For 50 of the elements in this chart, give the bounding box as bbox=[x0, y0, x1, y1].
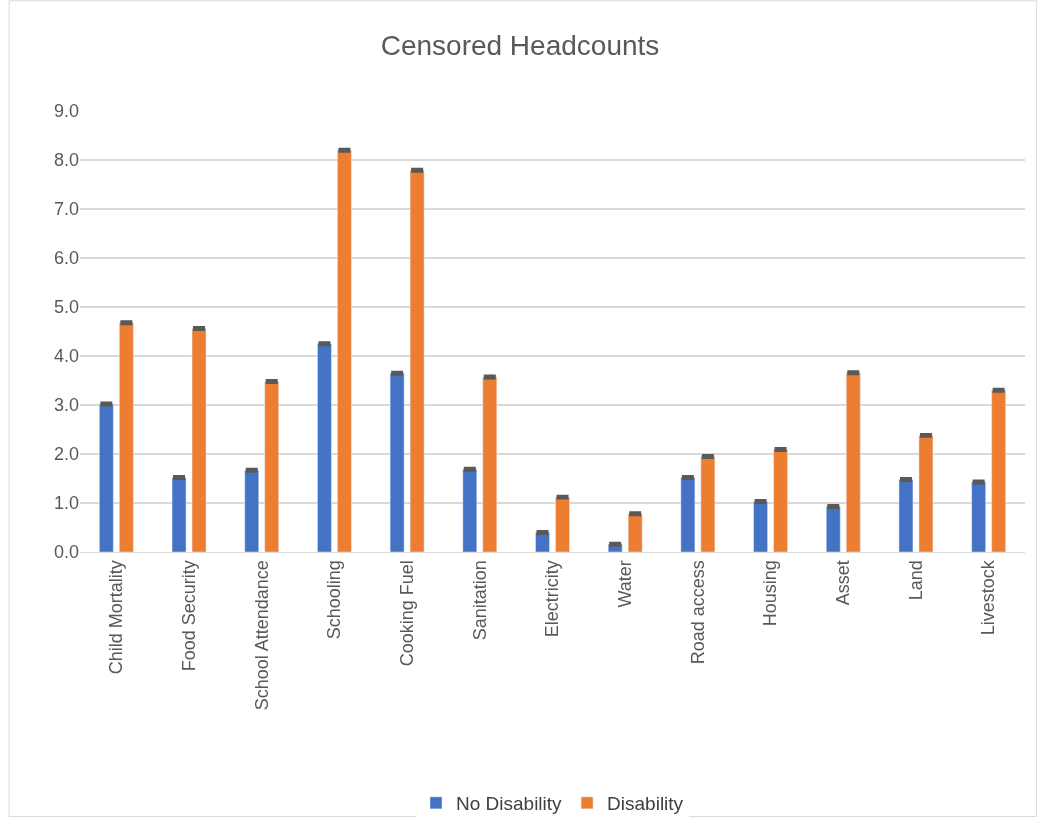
y-tick-label: 5.0 bbox=[53, 297, 79, 318]
x-tick-label: Food Security bbox=[178, 560, 199, 672]
bar bbox=[753, 501, 768, 552]
y-tick-label: 9.0 bbox=[53, 101, 79, 122]
bar bbox=[680, 477, 696, 552]
bar bbox=[99, 403, 114, 552]
y-tick-label: 0.0 bbox=[53, 542, 79, 563]
bar bbox=[846, 372, 861, 552]
bar bbox=[244, 469, 259, 552]
x-tick-label: Land bbox=[905, 560, 926, 601]
x-tick-label: Electricity bbox=[542, 560, 563, 638]
y-tick-label: 2.0 bbox=[53, 444, 79, 465]
x-tick-label: Asset bbox=[833, 560, 854, 606]
x-tick-label: Livestock bbox=[978, 559, 999, 636]
x-tick-label: Housing bbox=[760, 560, 781, 627]
bar bbox=[918, 435, 934, 552]
x-tick-label: School Attendance bbox=[251, 560, 272, 711]
bar bbox=[317, 343, 332, 552]
x-tick-label: Road access bbox=[687, 560, 708, 665]
x-tick-label: Cooking Fuel bbox=[396, 560, 417, 667]
bar bbox=[389, 372, 405, 552]
bar bbox=[971, 481, 986, 552]
bar bbox=[337, 149, 352, 552]
bar bbox=[555, 496, 570, 552]
bar bbox=[991, 390, 1006, 552]
legend-label: Disability bbox=[607, 793, 684, 815]
y-tick-label: 4.0 bbox=[53, 346, 79, 367]
bar bbox=[773, 449, 788, 552]
bar bbox=[627, 513, 643, 552]
bar bbox=[700, 456, 716, 552]
bar bbox=[482, 376, 498, 552]
bar bbox=[898, 479, 914, 552]
y-tick-label: 3.0 bbox=[53, 395, 79, 416]
bar bbox=[191, 328, 207, 552]
y-tick-label: 6.0 bbox=[53, 248, 79, 269]
bar bbox=[409, 170, 425, 552]
y-tick-label: 7.0 bbox=[53, 199, 79, 220]
x-tick-label: Schooling bbox=[324, 560, 345, 640]
chart-title: Censored Headcounts bbox=[380, 30, 660, 62]
y-tick-label: 1.0 bbox=[53, 493, 79, 514]
x-tick-label: Water bbox=[615, 560, 636, 608]
bar bbox=[119, 322, 134, 552]
bar bbox=[264, 381, 279, 552]
bar bbox=[462, 468, 478, 552]
legend-label: No Disability bbox=[456, 793, 563, 815]
bar bbox=[826, 506, 841, 552]
y-tick-label: 8.0 bbox=[53, 150, 79, 171]
x-tick-label: Sanitation bbox=[469, 560, 490, 641]
x-tick-label: Child Mortality bbox=[106, 560, 127, 675]
bar bbox=[171, 477, 187, 552]
